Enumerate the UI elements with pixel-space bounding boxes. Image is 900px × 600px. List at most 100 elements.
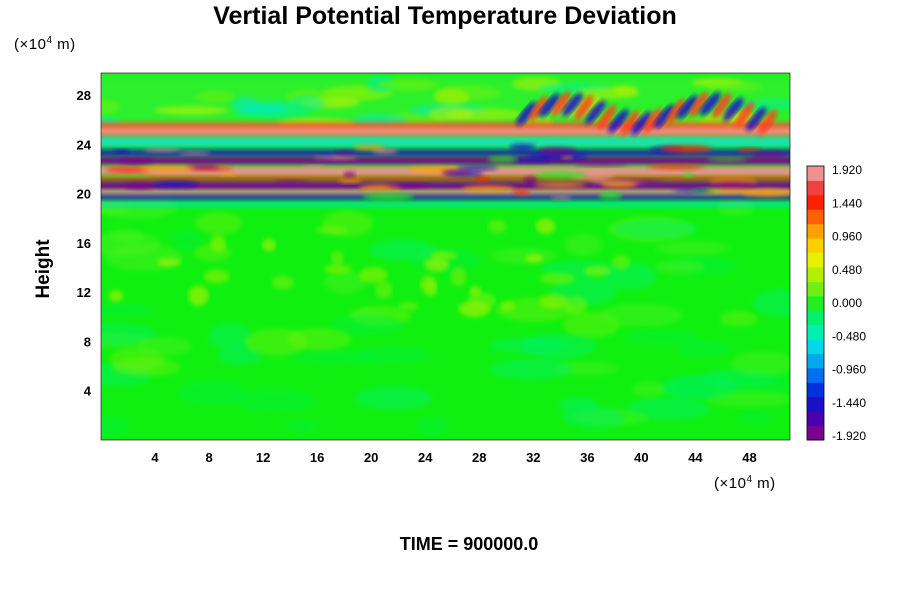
colorbar-swatch	[807, 194, 824, 210]
x-tick-label: 36	[580, 450, 594, 465]
mid-texture	[315, 226, 348, 235]
x-tick-label: 16	[310, 450, 324, 465]
lower-texture	[603, 263, 658, 290]
field-features	[101, 73, 790, 438]
mid-texture	[420, 275, 437, 295]
wave-crest	[699, 91, 721, 116]
layer-texture	[512, 189, 531, 195]
mid-texture	[156, 258, 182, 267]
colorbar-tick-label: 0.480	[832, 263, 862, 277]
layer-texture	[101, 173, 153, 177]
colorbar-swatch	[807, 353, 824, 369]
y-tick-label: 4	[84, 384, 92, 399]
wave-crest	[631, 111, 652, 136]
layer-texture	[353, 144, 385, 151]
mid-texture	[583, 265, 611, 277]
colorbar-swatch	[807, 339, 824, 354]
mid-texture	[398, 301, 419, 311]
layer-texture	[533, 171, 588, 180]
layer-texture	[144, 148, 181, 152]
mid-texture	[467, 292, 496, 309]
lower-texture	[285, 419, 318, 434]
colorbar-swatch	[807, 252, 824, 268]
colorbar-swatch	[807, 382, 824, 398]
layer-texture	[550, 196, 573, 200]
layer-texture	[523, 176, 537, 185]
lower-texture	[369, 239, 436, 261]
layer-texture	[105, 166, 151, 173]
layer-texture	[648, 164, 704, 170]
x-tick-label: 8	[205, 450, 212, 465]
upper-texture	[575, 87, 640, 100]
lower-texture	[622, 330, 698, 345]
layer-texture	[457, 165, 498, 171]
colorbar-tick-label: 0.960	[832, 230, 862, 244]
colorbar-swatch	[807, 238, 824, 254]
layer-texture	[343, 171, 356, 178]
layer-texture	[598, 191, 623, 200]
x-axis-ticks: 4 8 12 16 20 24 28 32 36 40 44 48	[151, 450, 756, 465]
layer-texture	[575, 162, 629, 167]
y-tick-label: 8	[84, 334, 91, 349]
wave-crest	[643, 107, 663, 134]
lower-texture	[737, 411, 772, 425]
wave-crest	[539, 93, 560, 118]
lower-texture	[600, 303, 683, 327]
lower-texture	[101, 415, 131, 438]
x-tick-label: 48	[742, 450, 756, 465]
band-pink-lower	[101, 189, 790, 196]
wave-crest	[597, 104, 617, 130]
layer-texture	[338, 178, 362, 183]
colorbar-tick-label: -1.440	[832, 396, 866, 410]
lower-texture	[101, 232, 162, 257]
wave-crest	[551, 91, 571, 117]
lower-texture	[414, 417, 450, 436]
mid-texture	[539, 294, 569, 309]
lower-texture	[170, 230, 205, 251]
mid-texture	[323, 264, 352, 274]
colorbar-frame	[806, 165, 825, 441]
upper-texture	[101, 99, 121, 115]
layer-texture	[509, 143, 536, 151]
colorbar-swatch	[807, 266, 824, 282]
lower-texture	[562, 407, 625, 429]
colorbar-tick-label: -0.480	[832, 329, 866, 343]
mid-texture	[525, 254, 543, 263]
wave-crest	[653, 104, 675, 129]
x-tick-label: 12	[256, 450, 270, 465]
lower-texture	[324, 271, 367, 294]
layer-texture	[534, 182, 586, 188]
layer-texture	[751, 151, 789, 158]
lower-texture	[101, 323, 157, 346]
mid-texture	[375, 281, 393, 299]
lower-texture	[625, 397, 711, 421]
mid-texture	[358, 266, 388, 284]
mid-texture	[430, 251, 458, 261]
upper-texture	[378, 78, 440, 92]
upper-texture	[195, 90, 236, 103]
upper-texture	[434, 88, 469, 107]
band-purple-upper	[101, 156, 790, 165]
y-axis-ticks: 4 8 12 16 20 24 28	[77, 88, 92, 399]
chart-title: Vertial Potential Temperature Deviation	[213, 2, 677, 30]
x-tick-label: 32	[526, 450, 540, 465]
layer-texture	[742, 188, 790, 197]
lower-texture	[329, 315, 405, 336]
lower-texture	[488, 337, 568, 354]
y-tick-label: 28	[77, 88, 91, 103]
lower-texture	[218, 345, 263, 366]
x-tick-label: 24	[418, 450, 433, 465]
layer-texture	[560, 155, 574, 159]
colorbar-swatch	[807, 310, 824, 326]
layer-texture	[474, 176, 491, 182]
colorbar-swatch	[807, 166, 824, 181]
layer-texture	[371, 148, 399, 154]
band-cyan-upper	[101, 137, 790, 148]
wave-crest	[745, 107, 767, 131]
y-tick-label: 16	[77, 236, 91, 251]
layer-texture	[314, 155, 358, 160]
layer-texture	[139, 165, 197, 173]
colorbar-tick-label: 1.920	[832, 163, 862, 177]
layer-texture	[153, 181, 198, 188]
layer-texture	[659, 145, 712, 153]
